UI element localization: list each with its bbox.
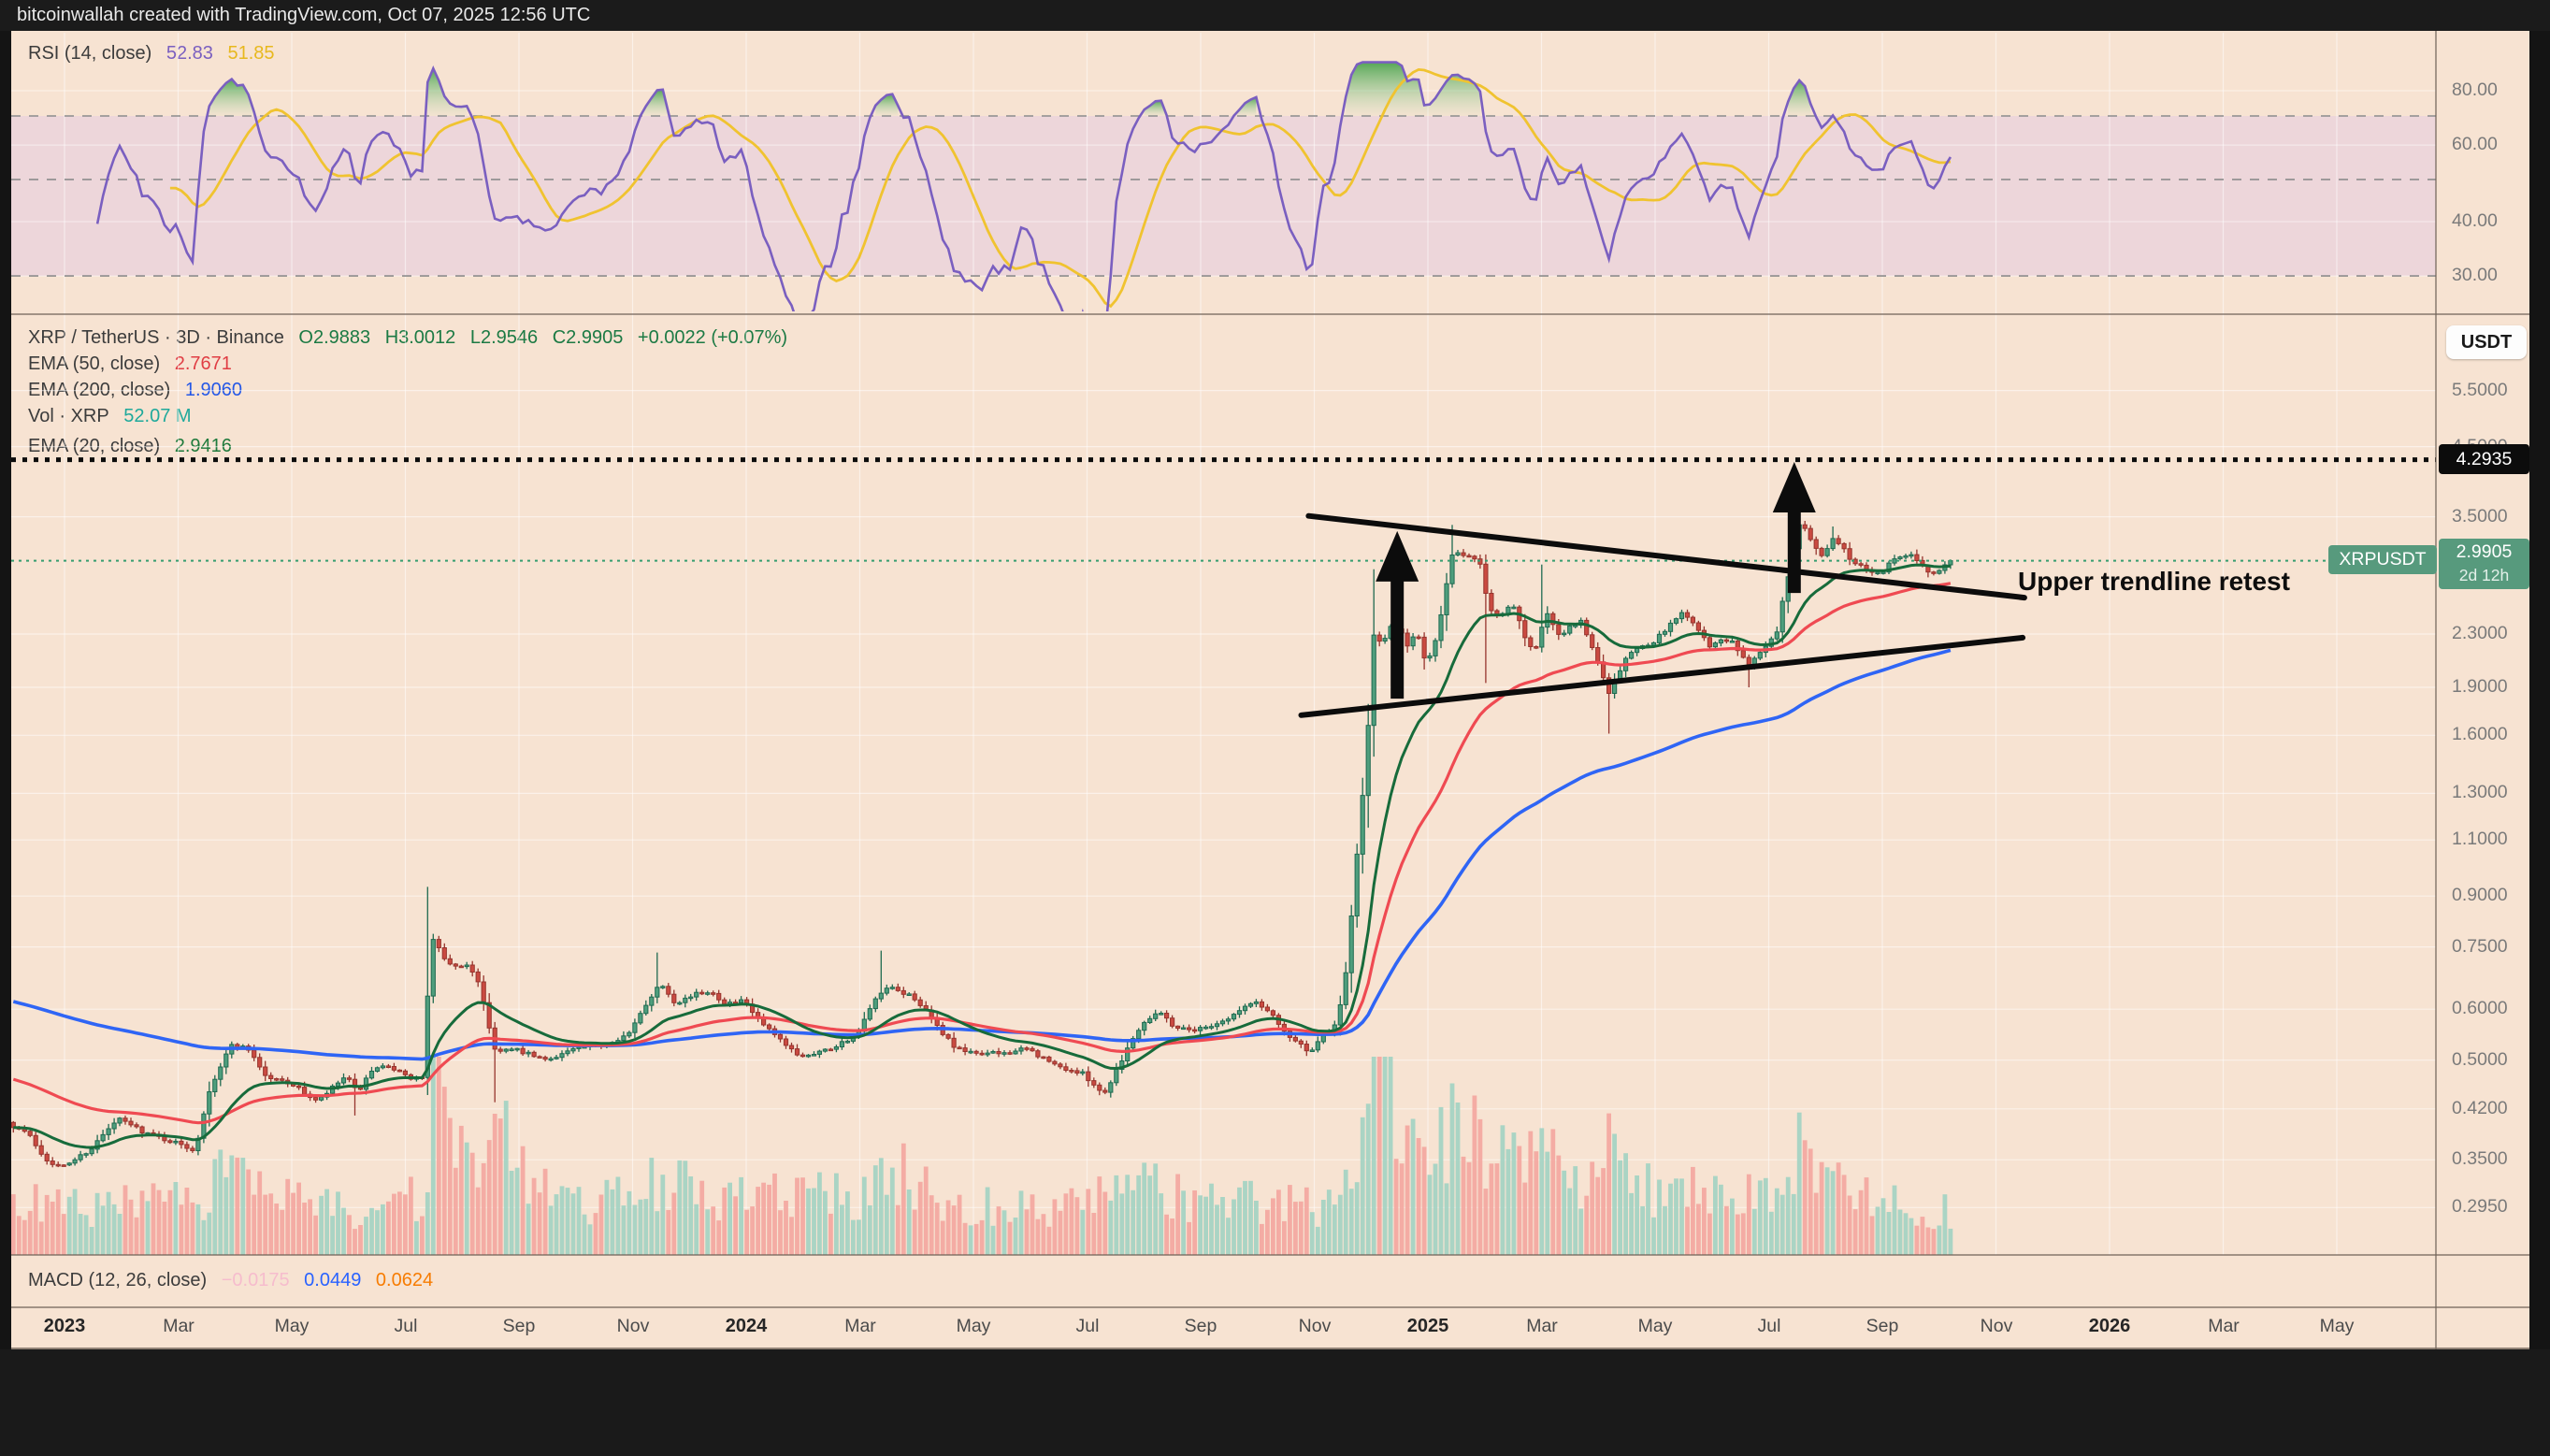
- price-line-label[interactable]: 4.2935: [2439, 444, 2529, 474]
- rsi-legend-label: RSI (14, close): [28, 43, 152, 64]
- price-axis-label: 0.7500: [2452, 936, 2508, 957]
- price-axis-label: 5.5000: [2452, 380, 2508, 400]
- price-axis-label: 1.3000: [2452, 782, 2508, 802]
- currency-toggle-button[interactable]: USDT: [2446, 325, 2527, 359]
- rsi-value: 52.83: [166, 43, 213, 64]
- time-axis-month-label: Mar: [163, 1316, 194, 1336]
- volume-value: 52.07 M: [123, 406, 192, 426]
- time-axis-month-label: May: [956, 1316, 991, 1336]
- price-axis-label: 0.4200: [2452, 1098, 2508, 1118]
- ohlc-close: C2.9905: [552, 327, 624, 348]
- time-axis-month-label: Mar: [2208, 1316, 2240, 1336]
- ema200-value: 1.9060: [184, 380, 243, 400]
- symbol-price-tag: XRPUSDT: [2328, 545, 2437, 574]
- macd-legend-row[interactable]: MACD (12, 26, close) −0.0175 0.0449 0.06…: [28, 1270, 442, 1291]
- time-axis-month-label: May: [2319, 1316, 2355, 1336]
- time-axis-month-label: Sep: [1866, 1316, 1899, 1336]
- time-axis-month-label: Nov: [1298, 1316, 1332, 1336]
- time-axis-month-label: Nov: [616, 1316, 650, 1336]
- ema50-value: 2.7671: [174, 353, 232, 374]
- volume-label: Vol · XRP: [28, 406, 109, 426]
- time-axis-month-label: Nov: [1980, 1316, 2013, 1336]
- price-axis-label: 0.9000: [2452, 885, 2508, 905]
- rsi-axis-label: 80.00: [2452, 79, 2498, 100]
- last-price-value: 2.9905: [2456, 541, 2513, 562]
- time-axis-month-label: Jul: [1075, 1316, 1100, 1336]
- ema20-value: 2.9416: [174, 436, 232, 456]
- macd-label: MACD (12, 26, close): [28, 1270, 208, 1290]
- macd-hist-value: −0.0175: [221, 1270, 290, 1290]
- time-axis-month-label: Sep: [502, 1316, 536, 1336]
- chart-surface[interactable]: [11, 31, 2529, 1349]
- ema50-label: EMA (50, close): [28, 353, 161, 374]
- symbol-legend-row[interactable]: XRP / TetherUS · 3D · Binance O2.9883 H3…: [28, 327, 797, 349]
- time-axis-month-label: Jul: [394, 1316, 418, 1336]
- rsi-legend[interactable]: RSI (14, close) 52.83 51.85: [28, 43, 284, 65]
- price-axis-label: 3.5000: [2452, 506, 2508, 526]
- watermark-title: bitcoinwallah created with TradingView.c…: [17, 5, 591, 25]
- ohlc-low: L2.9546: [469, 327, 539, 348]
- time-axis-year-label: 2024: [725, 1316, 768, 1336]
- rsi-axis-label: 40.00: [2452, 210, 2498, 231]
- time-axis-month-label: Mar: [844, 1316, 876, 1336]
- ema200-legend-row[interactable]: EMA (200, close) 1.9060: [28, 380, 252, 401]
- ema20-legend-row[interactable]: EMA (20, close) 2.9416: [28, 436, 241, 457]
- ohlc-change: +0.0022 (+0.07%): [637, 327, 788, 348]
- rsi-axis-label: 30.00: [2452, 265, 2498, 285]
- rsi-ma-value: 51.85: [227, 43, 275, 64]
- price-axis-label: 2.3000: [2452, 623, 2508, 643]
- time-axis-month-label: Mar: [1526, 1316, 1558, 1336]
- time-axis-year-label: 2023: [43, 1316, 86, 1336]
- price-axis-label: 0.3500: [2452, 1148, 2508, 1169]
- ema20-label: EMA (20, close): [28, 436, 161, 456]
- ohlc-open: O2.9883: [298, 327, 371, 348]
- time-axis-month-label: Sep: [1184, 1316, 1217, 1336]
- ohlc-high: H3.0012: [384, 327, 456, 348]
- symbol-title: XRP / TetherUS · 3D · Binance: [28, 327, 284, 348]
- ema200-label: EMA (200, close): [28, 380, 171, 400]
- bar-countdown: 2d 12h: [2458, 566, 2510, 584]
- footer-bar: TradingView: [0, 1349, 2550, 1456]
- time-axis-month-label: Jul: [1757, 1316, 1781, 1336]
- rsi-axis-label: 60.00: [2452, 134, 2498, 154]
- time-axis-year-label: 2026: [2088, 1316, 2131, 1336]
- macd-value: 0.0449: [304, 1270, 362, 1290]
- title-bar: bitcoinwallah created with TradingView.c…: [0, 0, 2550, 31]
- price-axis-label: 1.9000: [2452, 676, 2508, 697]
- price-axis-label: 0.5000: [2452, 1049, 2508, 1070]
- macd-signal-value: 0.0624: [375, 1270, 434, 1290]
- price-axis-label: 0.2950: [2452, 1196, 2508, 1217]
- time-axis-month-label: May: [274, 1316, 310, 1336]
- price-axis-label: 1.1000: [2452, 829, 2508, 849]
- price-axis-label: 1.6000: [2452, 724, 2508, 744]
- volume-legend-row[interactable]: Vol · XRP 52.07 M: [28, 406, 201, 427]
- last-price-label[interactable]: 2.9905 2d 12h: [2439, 539, 2529, 589]
- price-axis-label: 0.6000: [2452, 998, 2508, 1018]
- ema50-legend-row[interactable]: EMA (50, close) 2.7671: [28, 353, 241, 375]
- time-axis-month-label: May: [1637, 1316, 1673, 1336]
- time-axis-year-label: 2025: [1406, 1316, 1449, 1336]
- trendline-annotation-text[interactable]: Upper trendline retest: [2018, 567, 2290, 596]
